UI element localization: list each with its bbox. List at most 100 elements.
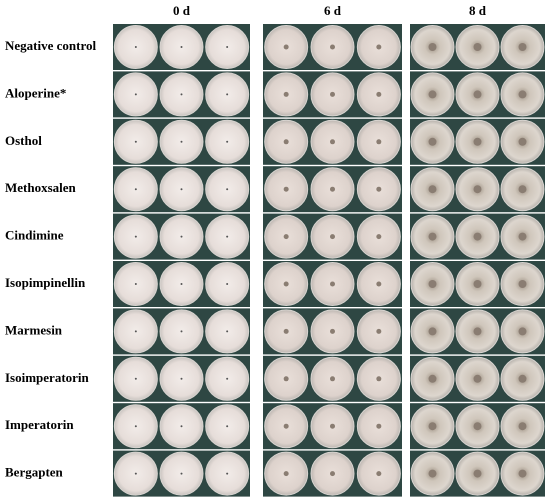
inoculum <box>180 472 183 475</box>
plate-panel <box>113 403 250 450</box>
inoculum <box>330 281 335 287</box>
inoculum <box>518 280 527 288</box>
plate-panel <box>113 71 250 118</box>
inoculum <box>518 185 527 194</box>
inoculum <box>283 423 289 429</box>
inoculum <box>473 137 482 146</box>
inoculum <box>180 330 183 333</box>
inoculum <box>180 140 183 143</box>
inoculum <box>428 90 437 99</box>
inoculum <box>330 423 335 429</box>
inoculum <box>376 376 382 382</box>
inoculum <box>428 232 437 241</box>
plate-panel <box>410 24 545 70</box>
row-label: Imperatorin <box>5 417 74 432</box>
inoculum <box>283 281 289 287</box>
inoculum <box>134 377 137 380</box>
inoculum <box>330 186 335 192</box>
plate-panel <box>113 308 250 355</box>
inoculum <box>473 327 482 336</box>
inoculum <box>283 328 289 334</box>
column-header: 8 d <box>469 3 487 18</box>
inoculum <box>134 93 137 96</box>
plate-panel <box>113 213 250 260</box>
inoculum <box>134 425 137 428</box>
inoculum <box>376 471 382 477</box>
row-label: Osthol <box>5 133 42 148</box>
inoculum <box>330 471 335 477</box>
inoculum <box>376 139 382 145</box>
inoculum <box>226 140 229 143</box>
row-label: Marmesin <box>5 322 63 337</box>
inoculum <box>428 374 437 383</box>
inoculum <box>428 422 437 431</box>
inoculum <box>226 46 229 48</box>
panel-grid <box>113 24 545 497</box>
inoculum <box>428 469 437 478</box>
inoculum <box>376 328 382 334</box>
row-label: Methoxsalen <box>5 180 77 195</box>
inoculum <box>518 422 527 431</box>
inoculum <box>330 91 335 97</box>
inoculum <box>473 43 482 51</box>
inoculum <box>376 234 382 240</box>
inoculum <box>226 377 229 380</box>
inoculum <box>134 188 137 191</box>
plate-panel <box>410 308 545 355</box>
inoculum <box>134 140 137 143</box>
plate-panel <box>113 355 250 402</box>
inoculum <box>226 283 229 285</box>
inoculum <box>473 280 482 288</box>
inoculum <box>518 137 527 146</box>
inoculum <box>180 93 183 96</box>
inoculum <box>518 232 527 241</box>
inoculum <box>134 330 137 333</box>
inoculum <box>518 469 527 478</box>
inoculum <box>518 90 527 99</box>
plate-panel <box>410 166 545 213</box>
plate-panel <box>113 450 250 497</box>
inoculum <box>226 425 229 428</box>
inoculum <box>473 374 482 383</box>
inoculum <box>376 186 382 192</box>
plate-panel <box>410 213 545 260</box>
inoculum <box>226 93 229 96</box>
plate-panel <box>263 213 402 260</box>
inoculum <box>428 327 437 336</box>
inoculum <box>518 374 527 383</box>
plate-panel <box>410 355 545 402</box>
plate-panel <box>263 118 402 165</box>
row-label: Bergapten <box>5 465 64 480</box>
inoculum <box>330 44 335 50</box>
inoculum <box>376 91 382 97</box>
plate-panel <box>263 355 402 402</box>
column-header: 0 d <box>173 3 191 18</box>
row-label: Negative control <box>5 38 96 53</box>
row-label: Aloperine* <box>5 85 66 100</box>
plate-panel <box>263 71 402 118</box>
plate-panel <box>410 118 545 165</box>
inoculum <box>376 423 382 429</box>
inoculum <box>283 376 289 382</box>
inoculum <box>428 185 437 194</box>
inoculum <box>428 137 437 146</box>
plate-panel <box>263 261 402 307</box>
inoculum <box>283 234 289 240</box>
inoculum <box>518 43 527 51</box>
plate-panel <box>410 261 545 307</box>
inoculum <box>283 44 289 50</box>
inoculum <box>283 91 289 97</box>
inoculum <box>283 471 289 477</box>
inoculum <box>330 234 335 240</box>
plate-panel <box>113 118 250 165</box>
inoculum <box>180 188 183 191</box>
inoculum <box>226 472 229 475</box>
inoculum <box>226 235 229 238</box>
plate-panel <box>263 403 402 450</box>
plate-panel <box>410 403 545 450</box>
column-header: 6 d <box>324 3 342 18</box>
inoculum <box>473 90 482 99</box>
inoculum <box>330 139 335 145</box>
